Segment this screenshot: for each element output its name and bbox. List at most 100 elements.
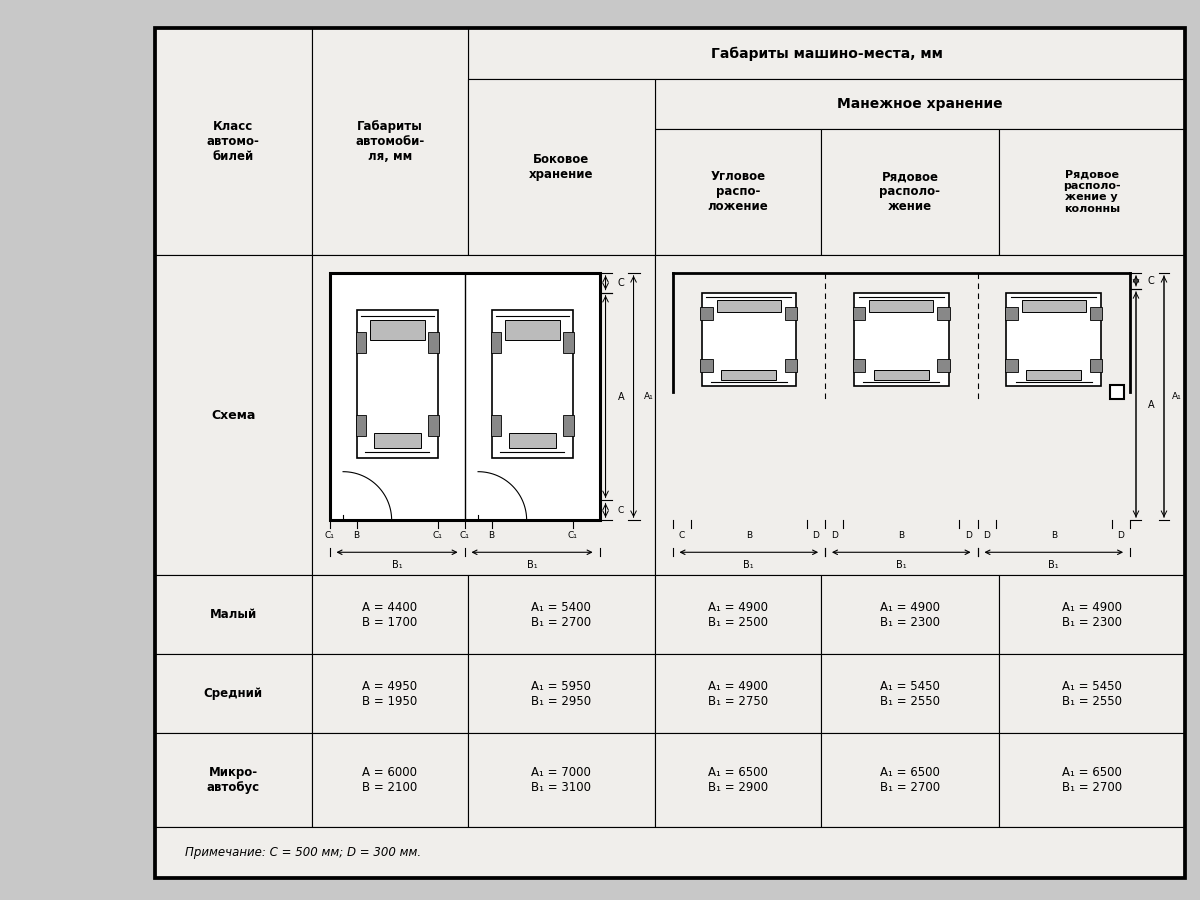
Text: A₁ = 4900
B₁ = 2500: A₁ = 4900 B₁ = 2500	[708, 600, 768, 629]
Bar	[370, 320, 425, 339]
Bar	[373, 433, 420, 448]
Text: D: D	[965, 531, 972, 540]
Bar	[998, 654, 1184, 733]
Bar	[468, 654, 654, 733]
Text: A₁ = 5950
B₁ = 2950: A₁ = 5950 B₁ = 2950	[532, 680, 592, 707]
Text: D: D	[830, 531, 838, 540]
Bar	[654, 255, 1184, 575]
Bar	[155, 733, 312, 827]
Bar	[854, 293, 948, 386]
Bar	[654, 575, 822, 654]
Text: Угловое
распо-
ложение: Угловое распо- ложение	[708, 170, 768, 213]
Bar	[998, 129, 1184, 255]
Bar	[822, 575, 998, 654]
Bar	[853, 307, 865, 320]
Bar	[468, 28, 1184, 79]
Text: A₁ = 6500
B₁ = 2900: A₁ = 6500 B₁ = 2900	[708, 766, 768, 794]
Bar	[504, 320, 559, 339]
Bar	[155, 255, 312, 575]
Text: B: B	[488, 531, 494, 540]
Bar	[312, 575, 468, 654]
Text: B₁: B₁	[391, 561, 402, 571]
Bar	[701, 359, 713, 372]
Bar	[1090, 307, 1103, 320]
Text: Схема: Схема	[211, 409, 256, 421]
Bar	[702, 293, 796, 386]
Bar	[937, 359, 949, 372]
Bar	[312, 255, 654, 575]
Text: D: D	[1117, 531, 1124, 540]
Bar	[998, 733, 1184, 827]
Text: C: C	[618, 278, 624, 288]
Bar	[155, 654, 312, 733]
Text: Малый: Малый	[210, 608, 257, 621]
Bar	[428, 332, 439, 353]
Text: A₁ = 4900
B₁ = 2300: A₁ = 4900 B₁ = 2300	[1062, 600, 1122, 629]
Text: A₁ = 6500
B₁ = 2700: A₁ = 6500 B₁ = 2700	[880, 766, 940, 794]
Bar	[869, 300, 934, 312]
Bar	[312, 28, 468, 255]
Text: Рядовое
располо-
жение у
колонны: Рядовое располо- жение у колонны	[1063, 169, 1121, 214]
Bar	[654, 654, 822, 733]
Bar	[155, 28, 1186, 878]
Text: A₁ = 4900
B₁ = 2750: A₁ = 4900 B₁ = 2750	[708, 680, 768, 707]
Bar	[1110, 384, 1124, 399]
Bar	[492, 310, 572, 458]
Bar	[716, 300, 781, 312]
Bar	[155, 28, 312, 255]
Text: B: B	[354, 531, 360, 540]
Bar	[785, 307, 797, 320]
Bar	[1021, 300, 1086, 312]
Bar	[654, 129, 822, 255]
Text: C₁: C₁	[460, 531, 469, 540]
Bar	[874, 370, 929, 380]
Text: C₁: C₁	[568, 531, 577, 540]
Bar	[509, 433, 556, 448]
Bar	[1090, 359, 1103, 372]
Bar	[491, 332, 502, 353]
Bar	[355, 332, 366, 353]
Bar	[822, 129, 998, 255]
Text: C: C	[678, 531, 685, 540]
Text: A₁ = 4900
B₁ = 2300: A₁ = 4900 B₁ = 2300	[880, 600, 940, 629]
Bar	[563, 332, 574, 353]
Text: A₁ = 6500
B₁ = 2700: A₁ = 6500 B₁ = 2700	[1062, 766, 1122, 794]
Text: C₁: C₁	[433, 531, 443, 540]
Text: Примечание: C = 500 мм; D = 300 мм.: Примечание: C = 500 мм; D = 300 мм.	[185, 846, 421, 859]
Text: B: B	[745, 531, 752, 540]
Bar	[468, 733, 654, 827]
Text: Средний: Средний	[204, 687, 263, 700]
Text: A: A	[618, 392, 624, 401]
Text: Габариты машино-места, мм: Габариты машино-места, мм	[710, 47, 942, 61]
Text: B₁: B₁	[896, 561, 906, 571]
Bar	[1007, 293, 1102, 386]
Text: B₁: B₁	[744, 561, 754, 571]
Text: B₁: B₁	[1049, 561, 1060, 571]
Text: A₁ = 5450
B₁ = 2550: A₁ = 5450 B₁ = 2550	[1062, 680, 1122, 707]
Text: Манежное хранение: Манежное хранение	[836, 97, 1002, 111]
Bar	[312, 654, 468, 733]
Text: B₁: B₁	[527, 561, 538, 571]
Text: Рядовое
располо-
жение: Рядовое располо- жение	[880, 170, 941, 213]
Bar	[330, 273, 600, 520]
Text: Боковое
хранение: Боковое хранение	[529, 153, 594, 181]
Bar	[785, 359, 797, 372]
Bar	[1026, 370, 1081, 380]
Text: B: B	[899, 531, 905, 540]
Bar	[428, 415, 439, 436]
Bar	[312, 733, 468, 827]
Bar	[721, 370, 776, 380]
Bar	[822, 654, 998, 733]
Text: C: C	[618, 506, 624, 515]
Bar	[998, 575, 1184, 654]
Bar	[701, 307, 713, 320]
Bar	[937, 307, 949, 320]
Bar	[563, 415, 574, 436]
Bar	[491, 415, 502, 436]
Text: A₁: A₁	[1172, 392, 1182, 401]
Text: Габариты
автомоби-
ля, мм: Габариты автомоби- ля, мм	[355, 120, 425, 163]
Text: A = 4950
B = 1950: A = 4950 B = 1950	[362, 680, 418, 707]
Text: A₁: A₁	[643, 392, 653, 401]
Bar	[468, 79, 654, 255]
Bar	[654, 733, 822, 827]
